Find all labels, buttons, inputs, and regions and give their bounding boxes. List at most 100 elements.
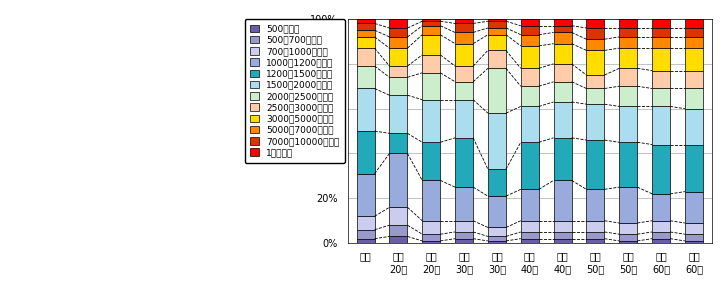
Bar — [685, 19, 703, 28]
Bar — [619, 86, 638, 106]
Bar — [652, 48, 670, 71]
Bar — [685, 37, 703, 48]
Bar — [455, 44, 473, 66]
Bar — [652, 28, 670, 37]
Bar — [521, 86, 539, 106]
Bar — [619, 241, 638, 243]
Bar — [356, 131, 374, 174]
Bar — [587, 50, 604, 75]
Bar — [422, 21, 441, 26]
Bar — [390, 207, 407, 225]
Bar — [587, 88, 604, 104]
Bar — [685, 71, 703, 88]
Bar — [521, 19, 539, 26]
Bar — [390, 28, 407, 37]
Bar — [356, 66, 374, 88]
Bar — [356, 48, 374, 66]
Bar — [455, 138, 473, 187]
Bar — [356, 216, 374, 230]
Bar — [685, 234, 703, 241]
Bar — [619, 142, 638, 187]
Bar — [619, 68, 638, 86]
Bar — [455, 239, 473, 243]
Bar — [488, 19, 506, 21]
Bar — [553, 32, 571, 44]
Bar — [422, 180, 441, 221]
Bar — [587, 28, 604, 39]
Bar — [521, 46, 539, 68]
Bar — [587, 75, 604, 88]
Bar — [619, 48, 638, 68]
Bar — [652, 19, 670, 28]
Bar — [488, 236, 506, 241]
Bar — [390, 19, 407, 28]
Bar — [488, 50, 506, 68]
Bar — [488, 35, 506, 50]
Bar — [619, 28, 638, 37]
Bar — [652, 37, 670, 48]
Bar — [587, 189, 604, 221]
Bar — [652, 106, 670, 144]
Bar — [587, 239, 604, 243]
Bar — [521, 26, 539, 35]
Bar — [455, 82, 473, 100]
Bar — [521, 106, 539, 142]
Bar — [422, 26, 441, 35]
Bar — [422, 19, 441, 21]
Bar — [455, 187, 473, 221]
Bar — [553, 82, 571, 102]
Bar — [356, 174, 374, 216]
Bar — [521, 221, 539, 232]
Bar — [488, 227, 506, 236]
Bar — [652, 144, 670, 194]
Bar — [455, 221, 473, 232]
Bar — [356, 230, 374, 239]
Bar — [553, 102, 571, 138]
Bar — [356, 239, 374, 243]
Bar — [685, 28, 703, 37]
Bar — [390, 133, 407, 153]
Bar — [488, 21, 506, 28]
Bar — [488, 169, 506, 196]
Bar — [619, 37, 638, 48]
Bar — [390, 37, 407, 48]
Bar — [390, 66, 407, 77]
Bar — [553, 239, 571, 243]
Bar — [488, 68, 506, 113]
Bar — [685, 144, 703, 192]
Bar — [521, 239, 539, 243]
Bar — [587, 221, 604, 232]
Bar — [422, 100, 441, 142]
Bar — [619, 223, 638, 234]
Bar — [455, 32, 473, 44]
Bar — [356, 37, 374, 48]
Bar — [422, 142, 441, 180]
Bar — [619, 234, 638, 241]
Bar — [356, 23, 374, 30]
Bar — [685, 192, 703, 223]
Bar — [553, 26, 571, 32]
Bar — [587, 104, 604, 140]
Bar — [390, 48, 407, 66]
Bar — [587, 19, 604, 28]
Bar — [652, 71, 670, 88]
Bar — [488, 113, 506, 169]
Bar — [685, 109, 703, 144]
Bar — [488, 196, 506, 227]
Legend: 500円未満, 500～700円未満, 700～1000円未満, 1000～1200円未満, 1200～1500円未満, 1500～2000円未満, 2000～: 500円未満, 500～700円未満, 700～1000円未満, 1000～12… — [244, 19, 345, 163]
Bar — [685, 241, 703, 243]
Bar — [619, 106, 638, 142]
Bar — [390, 77, 407, 95]
Bar — [652, 232, 670, 239]
Bar — [553, 19, 571, 26]
Bar — [455, 19, 473, 23]
Bar — [652, 194, 670, 221]
Bar — [521, 142, 539, 189]
Bar — [553, 180, 571, 221]
Bar — [356, 30, 374, 37]
Bar — [521, 189, 539, 221]
Bar — [356, 19, 374, 23]
Bar — [521, 68, 539, 86]
Bar — [422, 73, 441, 100]
Bar — [455, 66, 473, 82]
